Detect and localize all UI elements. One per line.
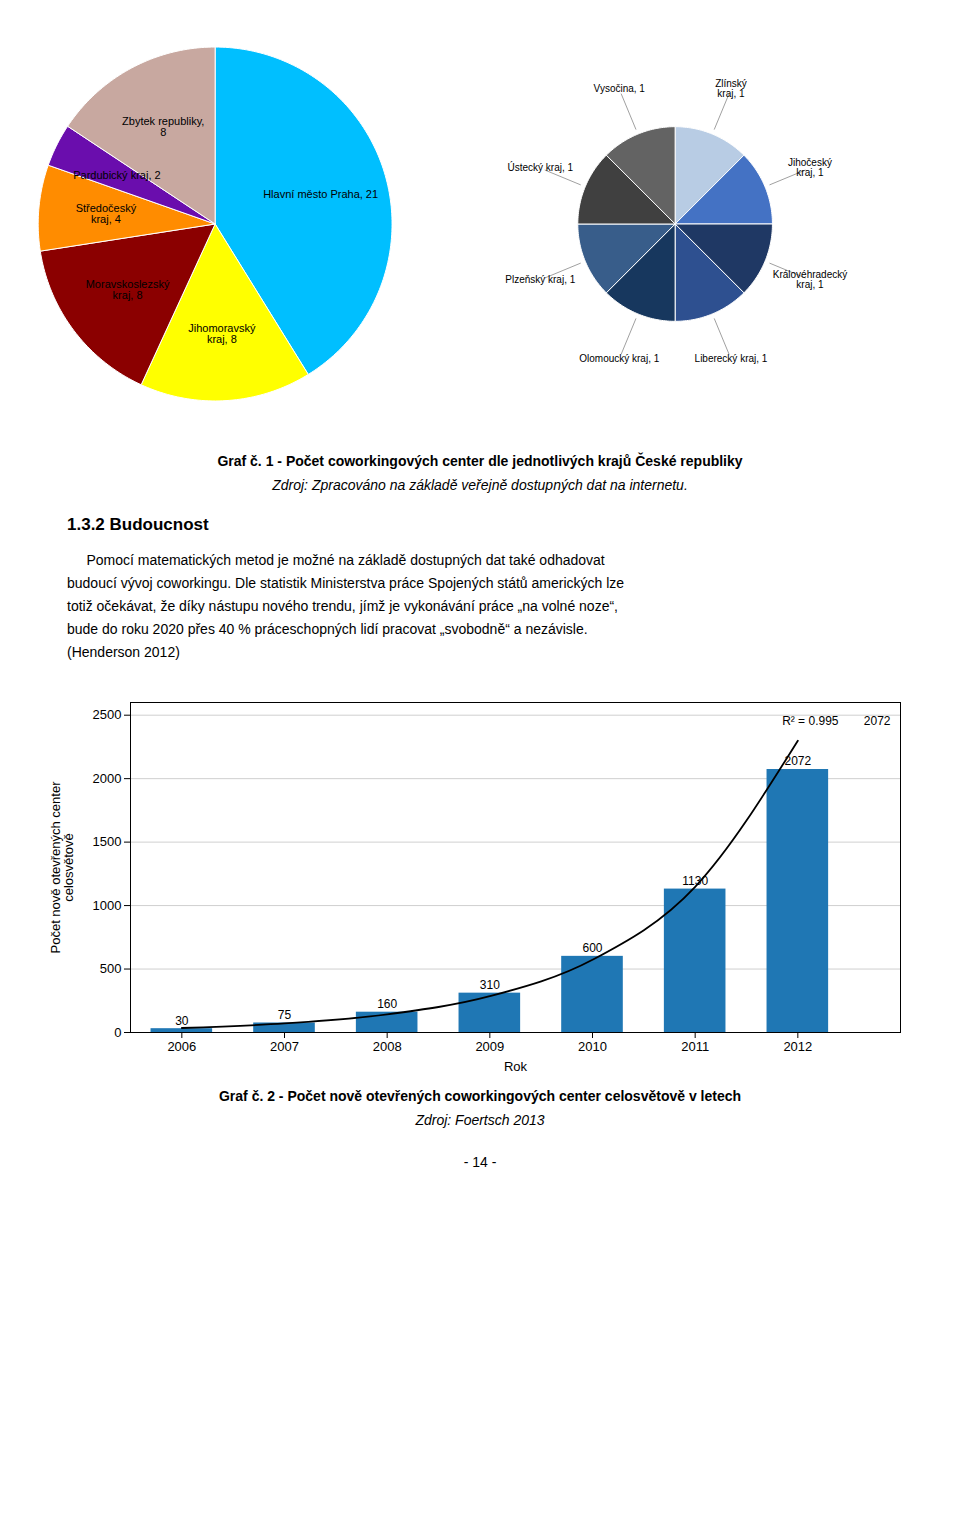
svg-text:2009: 2009: [475, 1039, 504, 1054]
svg-text:Jihomoravskýkraj, 8: Jihomoravskýkraj, 8: [188, 322, 256, 345]
svg-text:Královéhradeckýkraj, 1: Královéhradeckýkraj, 1: [773, 269, 847, 290]
html-text:Graf č. 2 - Počet nově otevřen: Graf č. 2 - Počet nově otevřených cowork…: [219, 1088, 741, 1105]
svg-text:30: 30: [175, 1014, 189, 1028]
html-text:1.3.2 Budoucnost: 1.3.2 Budoucnost: [67, 515, 209, 534]
svg-text:R² = 0.995: R² = 0.995: [782, 714, 839, 728]
svg-text:75: 75: [278, 1008, 292, 1022]
html-text:Pomocí matematických metod je: Pomocí matematických metod je možné na z…: [67, 552, 605, 568]
svg-text:2012: 2012: [783, 1039, 812, 1054]
svg-text:Ústecký kraj, 1: Ústecký kraj, 1: [507, 161, 573, 173]
html-text:Zdroj: Zpracováno na základě v: Zdroj: Zpracováno na základě veřejně dos…: [272, 477, 688, 493]
svg-text:Moravskoslezskýkraj, 8: Moravskoslezskýkraj, 8: [86, 278, 170, 301]
svg-text:310: 310: [480, 978, 500, 992]
svg-text:Vysočina, 1: Vysočina, 1: [594, 83, 646, 94]
svg-text:1130: 1130: [682, 874, 708, 888]
svg-text:2008: 2008: [373, 1039, 402, 1054]
svg-text:2500: 2500: [93, 708, 122, 723]
html-text:- 14 -: - 14 -: [463, 1154, 497, 1171]
svg-text:2007: 2007: [270, 1039, 299, 1054]
svg-text:2000: 2000: [93, 771, 122, 786]
svg-text:Plzeňský kraj, 1: Plzeňský kraj, 1: [505, 274, 575, 285]
svg-text:2072: 2072: [784, 755, 811, 769]
svg-text:Zbytek republiky,8: Zbytek republiky,8: [122, 115, 204, 138]
html-text:totiž očekávat, že díky nástup: totiž očekávat, že díky nástupu nového t…: [67, 598, 618, 615]
svg-text:600: 600: [582, 942, 602, 956]
html-text:bude do roku 2020 přes 40 % pr: bude do roku 2020 přes 40 % práceschopný…: [67, 621, 588, 638]
svg-text:2011: 2011: [681, 1039, 709, 1054]
html-text:budoucí vývoj coworkingu. Dle: budoucí vývoj coworkingu. Dle statistik …: [67, 575, 625, 592]
svg-text:Pardubický kraj, 2: Pardubický kraj, 2: [73, 169, 160, 181]
svg-text:2006: 2006: [167, 1039, 196, 1054]
html-text:Graf č. 1 - Počet coworkingový: Graf č. 1 - Počet coworkingových center …: [217, 453, 743, 469]
svg-text:1000: 1000: [93, 898, 122, 913]
svg-text:160: 160: [377, 998, 397, 1012]
svg-text:Zlínskýkraj, 1: Zlínskýkraj, 1: [715, 78, 747, 99]
svg-text:Liberecký kraj, 1: Liberecký kraj, 1: [695, 353, 768, 364]
svg-text:Rok: Rok: [504, 1059, 528, 1074]
svg-text:1500: 1500: [93, 835, 122, 850]
html-text:(Henderson 2012): (Henderson 2012): [67, 644, 180, 661]
svg-text:Počet nově otevřených centerce: Počet nově otevřených centercelosvětově: [48, 781, 76, 954]
svg-text:Středočeskýkraj, 4: Středočeskýkraj, 4: [76, 202, 137, 225]
svg-text:Hlavní město Praha, 21: Hlavní město Praha, 21: [263, 187, 378, 199]
html-text:Zdroj: Foertsch 2013: Zdroj: Foertsch 2013: [415, 1112, 545, 1129]
svg-text:500: 500: [100, 962, 122, 977]
svg-text:2010: 2010: [578, 1039, 607, 1054]
svg-text:0: 0: [114, 1025, 121, 1040]
svg-text:Olomoucký kraj, 1: Olomoucký kraj, 1: [579, 353, 659, 364]
svg-text:2072: 2072: [864, 714, 891, 728]
svg-text:Jihočeskýkraj, 1: Jihočeskýkraj, 1: [788, 157, 832, 178]
